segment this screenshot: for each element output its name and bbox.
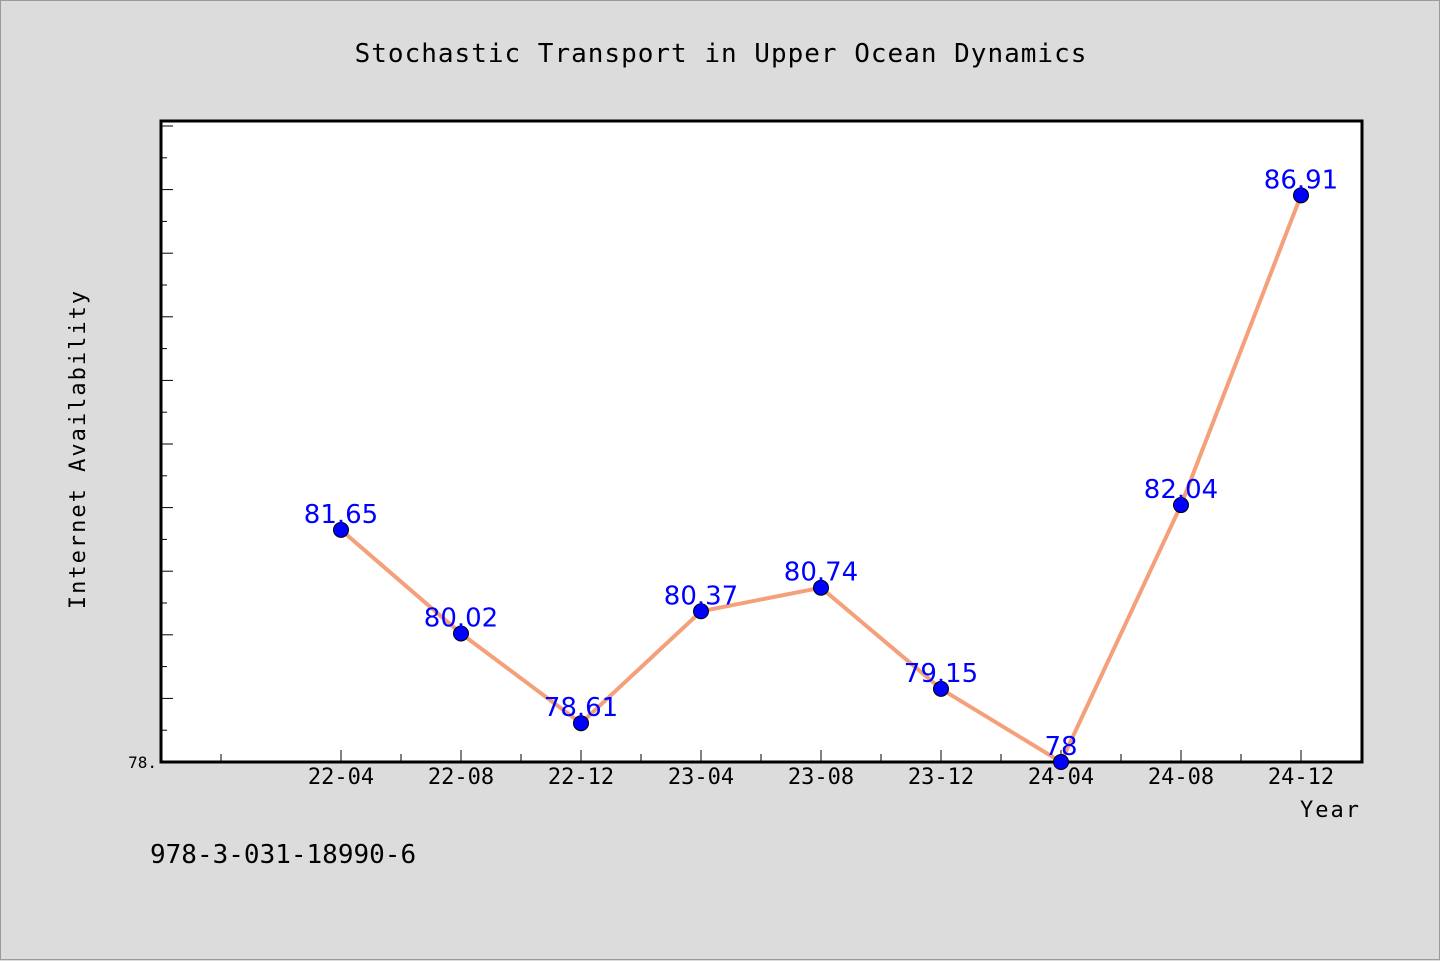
isbn-footer: 978-3-031-18990-6 bbox=[150, 840, 416, 870]
x-tick-label: 24-08 bbox=[1148, 765, 1214, 790]
plot-area bbox=[159, 119, 1364, 764]
data-point bbox=[1173, 497, 1189, 514]
axis-ticks bbox=[161, 125, 1302, 763]
data-point bbox=[1293, 187, 1309, 204]
x-tick-label: 22-12 bbox=[548, 765, 614, 790]
x-tick-label: 23-04 bbox=[668, 765, 734, 790]
data-label: 86.91 bbox=[1264, 165, 1338, 195]
data-label: 80.37 bbox=[664, 581, 738, 611]
data-label: 81.65 bbox=[304, 500, 378, 530]
data-point bbox=[933, 680, 949, 697]
data-labels: 81.65 80.02 78.61 80.37 80.74 79.15 78 82.04 86.… bbox=[304, 165, 1338, 762]
data-point bbox=[813, 579, 829, 596]
chart-title: Stochastic Transport in Upper Ocean Dyna… bbox=[355, 39, 1088, 69]
data-point bbox=[693, 603, 709, 620]
data-point bbox=[573, 715, 589, 732]
data-label: 78.61 bbox=[544, 693, 618, 723]
data-label: 82.04 bbox=[1144, 475, 1218, 505]
x-tick-label: 22-08 bbox=[428, 765, 494, 790]
x-tick-label: 23-08 bbox=[788, 765, 854, 790]
x-tick-label: 24-04 bbox=[1028, 765, 1094, 790]
data-label: 78 bbox=[1044, 732, 1077, 762]
x-tick-label: 22-04 bbox=[308, 765, 374, 790]
data-point bbox=[333, 521, 349, 538]
x-tick-label: 23-12 bbox=[908, 765, 974, 790]
data-label: 80.74 bbox=[784, 558, 858, 588]
y-tick-label: 78. bbox=[128, 753, 157, 772]
data-point bbox=[453, 625, 469, 642]
y-axis-label: Internet Availability bbox=[66, 289, 91, 609]
data-point bbox=[1053, 754, 1069, 770]
x-axis-label: Year bbox=[1300, 798, 1361, 823]
x-tick-labels: 22-04 22-08 22-12 23-04 23-08 23-12 24-04 24-08… bbox=[308, 765, 1334, 790]
data-label: 79.15 bbox=[904, 659, 978, 689]
series-markers bbox=[333, 187, 1309, 770]
x-tick-label: 24-12 bbox=[1268, 765, 1334, 790]
data-label: 80.02 bbox=[424, 604, 498, 634]
